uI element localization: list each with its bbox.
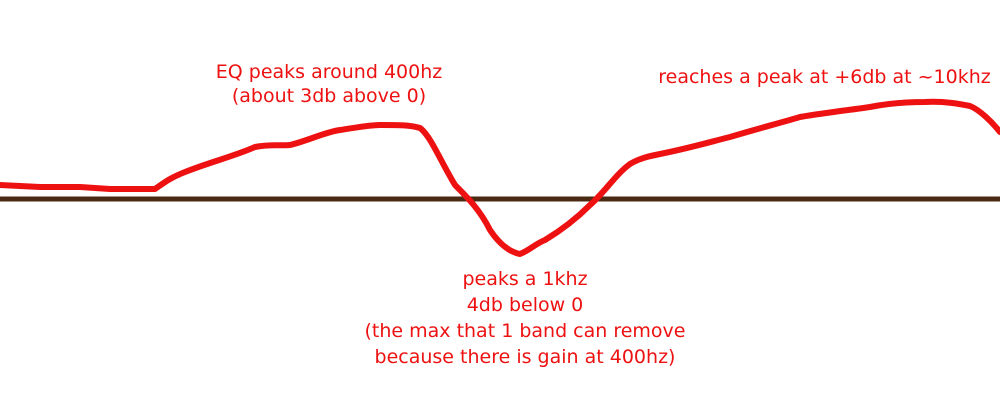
annotation-line: reaches a peak at +6db at ~10khz [658,66,991,88]
annotation-400hz-peak: EQ peaks around 400hz (about 3db above 0… [214,60,444,108]
annotation-line: 4db below 0 [466,294,584,316]
annotation-line: (about 3db above 0) [231,85,427,107]
annotation-line: because there is gain at 400hz) [374,346,676,368]
annotation-line: peaks a 1khz [462,268,588,290]
annotation-line: EQ peaks around 400hz [215,61,443,83]
annotation-1khz-dip: peaks a 1khz 4db below 0 (the max that 1… [350,266,700,370]
annotation-10khz-peak: reaches a peak at +6db at ~10khz [652,65,997,89]
eq-response-curve [0,98,1000,257]
annotation-line: (the max that 1 band can remove [364,320,686,342]
